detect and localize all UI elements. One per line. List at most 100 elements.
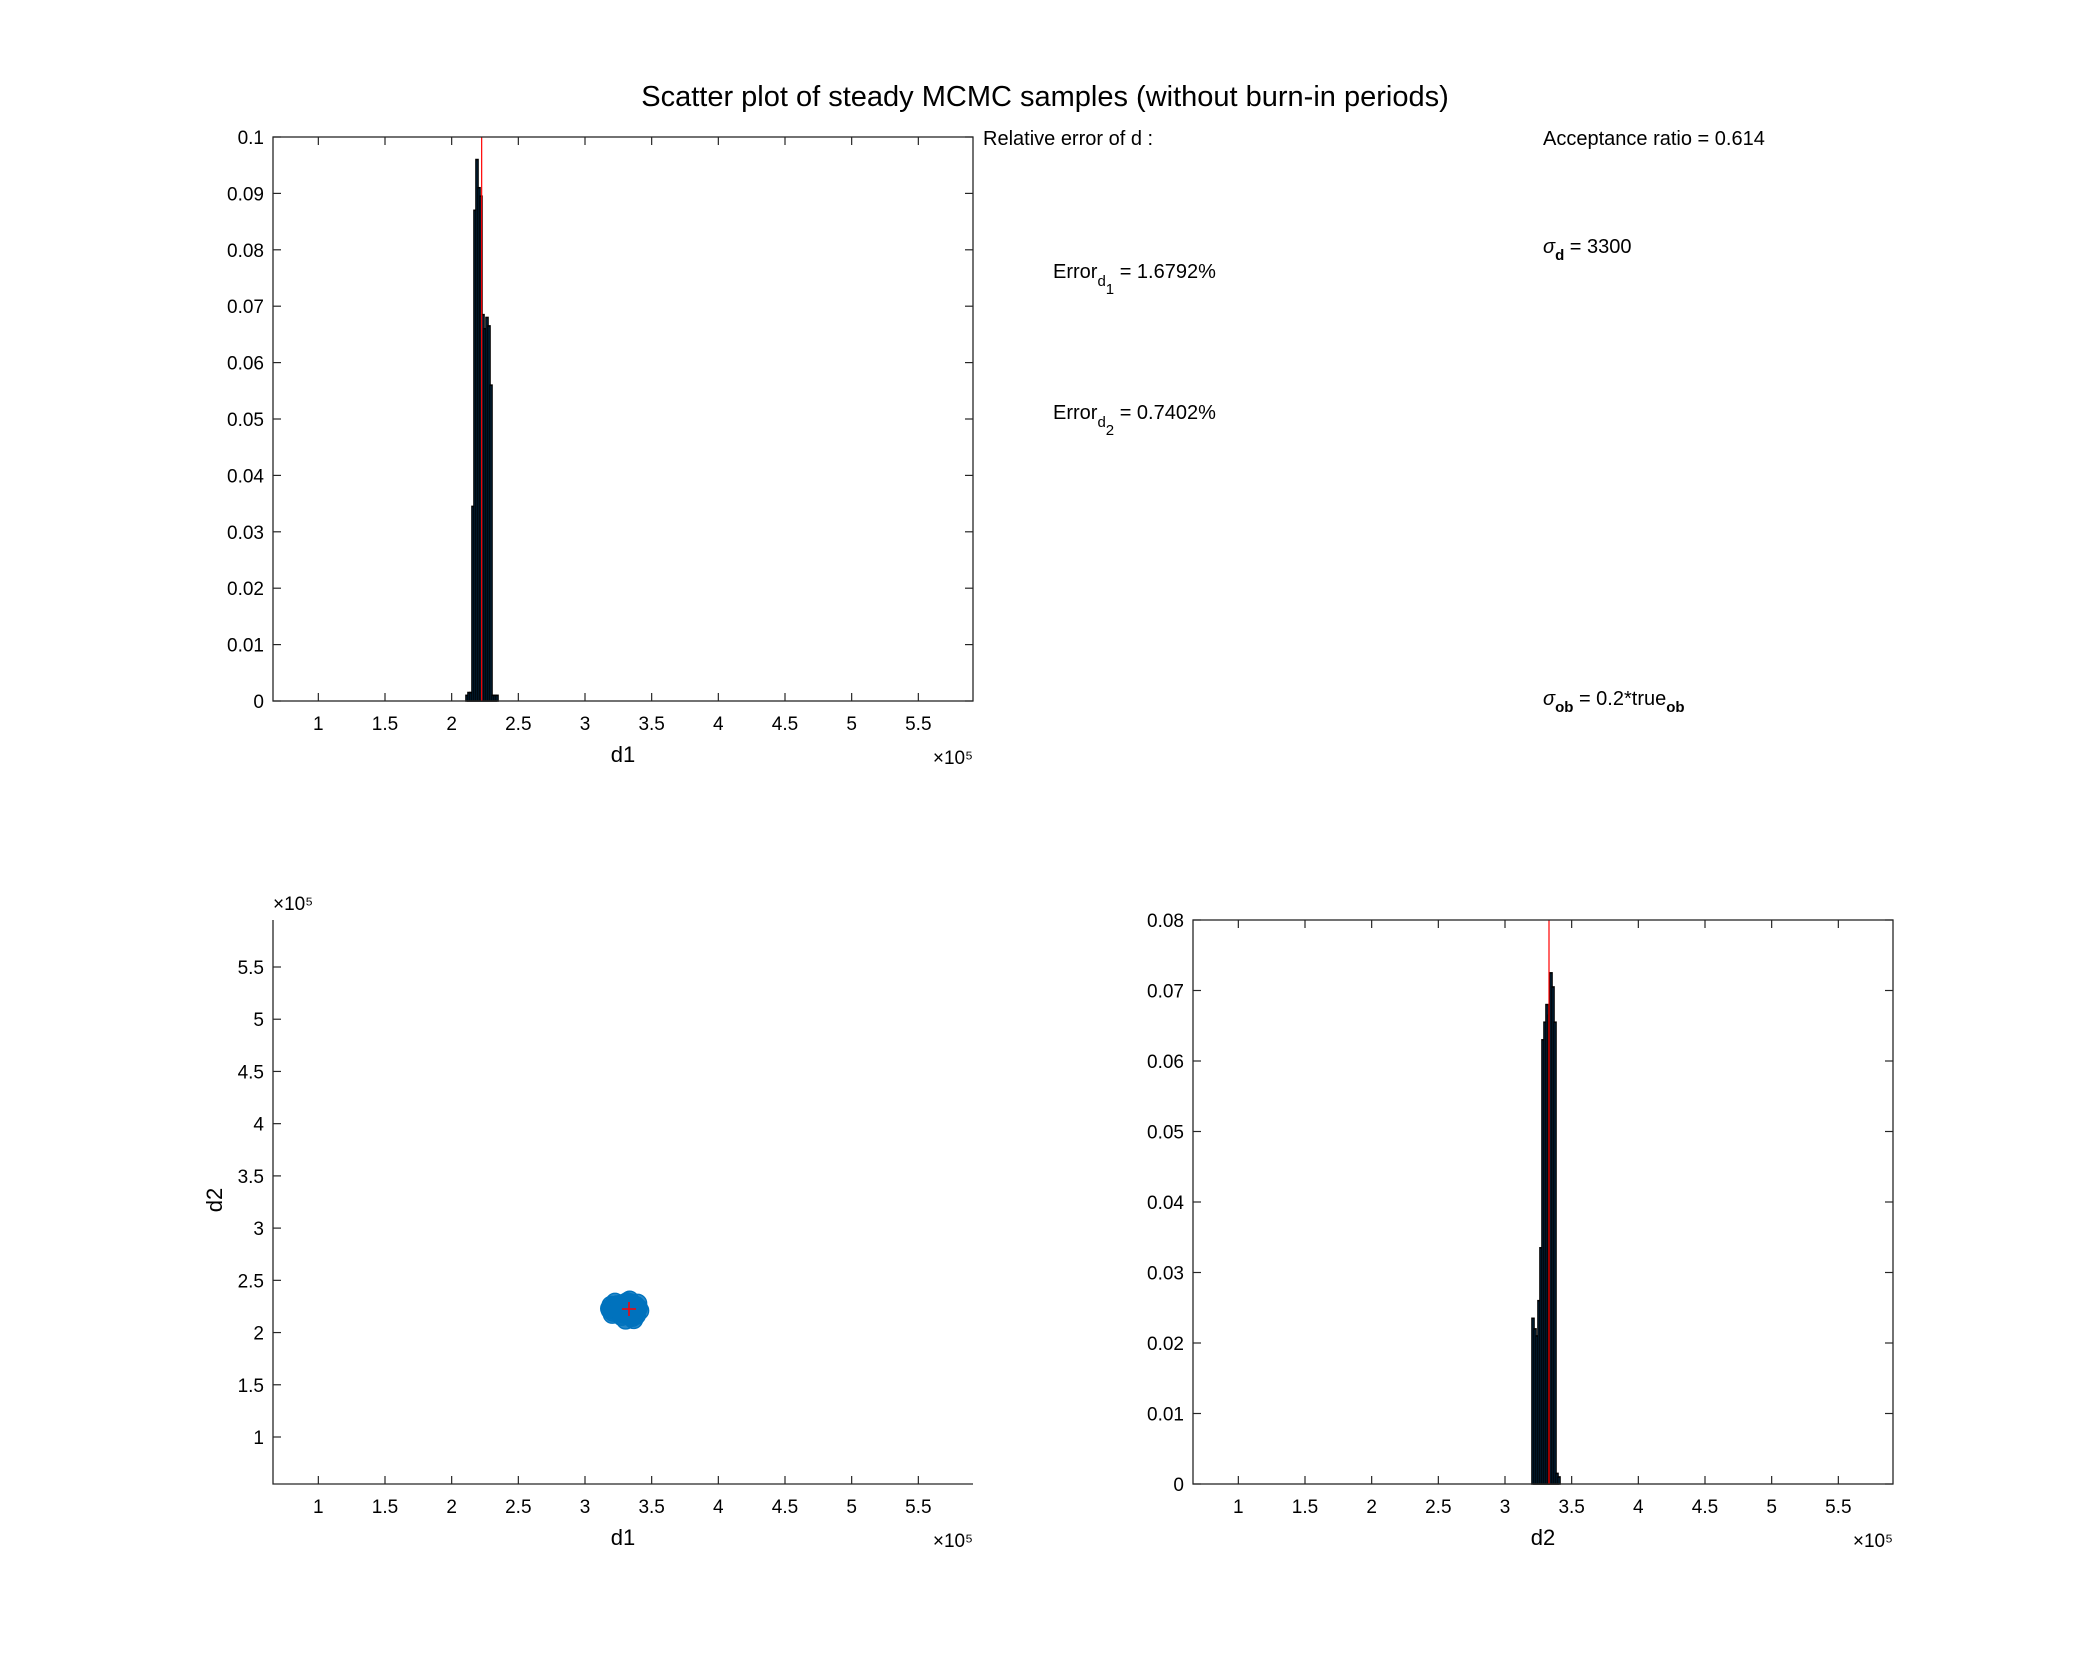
sigma-ob-symbol: σ (1543, 688, 1556, 710)
sigma-ob-sub: ob (1555, 699, 1573, 716)
scatter-true-point-marker (622, 1302, 636, 1317)
histogram-d2-xtick-label: 4.5 (1692, 1497, 1718, 1518)
scatter-point (621, 1302, 641, 1322)
histogram-d2-xtick-label: 2.5 (1425, 1497, 1451, 1518)
relative-error-heading: Relative error of d : (983, 128, 1153, 150)
histogram-d1-ytick-label: 0.03 (227, 523, 264, 544)
scatter-ytick-label: 1.5 (238, 1376, 264, 1397)
scatter-ytick-label: 1 (253, 1428, 264, 1449)
sigma-ob-sub2: ob (1666, 699, 1684, 716)
scatter-true-marker (622, 1302, 636, 1317)
histogram-d2-frame (1192, 919, 1894, 1485)
scatter-x-exponent: ×10⁵ (933, 1531, 973, 1552)
histogram-d1-xtick-label: 3 (580, 714, 591, 735)
histogram-d1-ytick-label: 0.02 (227, 579, 264, 600)
histogram-d1-xtick-label: 1 (313, 714, 324, 735)
histogram-d1-ytick-label: 0.01 (227, 636, 264, 657)
scatter-ytick-label: 2 (253, 1324, 264, 1345)
scatter-xlabel: d1 (611, 1525, 635, 1550)
scatter-xtick-label: 2.5 (505, 1497, 531, 1518)
histogram-d2-ytick-label: 0.01 (1147, 1405, 1184, 1426)
scatter-xtick-label: 3 (580, 1497, 591, 1518)
histogram-d1-ytick-label: 0.1 (238, 128, 264, 149)
histogram-d1-xtick-label: 2 (446, 714, 457, 735)
histogram-d1-ytick-label: 0.04 (227, 466, 264, 487)
histogram-d2-axes: 1 1.5 2 2.5 3 3.5 4 4.5 5 5.5 0 0.01 0.02 0.03 0.04 0.0… (1147, 911, 1894, 1552)
histogram-d2-xtick-label: 1.5 (1292, 1497, 1318, 1518)
scatter-xtick-label: 1 (313, 1497, 324, 1518)
histogram-d1-ytick-label: 0.05 (227, 410, 264, 431)
sigma-d-annotation: σd = 3300 (1543, 236, 1632, 264)
scatter-y-exponent: ×10⁵ (273, 894, 313, 915)
error-d2-sub: d (1097, 414, 1105, 431)
scatter-ytick-label: 4.5 (238, 1062, 264, 1083)
histogram-d2-bar (1557, 1476, 1561, 1485)
histogram-d2-ytick-label: 0.08 (1147, 911, 1184, 932)
error-d1-base: Error (1053, 261, 1098, 283)
histogram-d2-xtick-label: 1 (1233, 1497, 1244, 1518)
scatter-points (600, 1290, 650, 1330)
histogram-d2-xtick-label: 5.5 (1825, 1497, 1851, 1518)
histogram-d2-ytick-label: 0.07 (1147, 982, 1184, 1003)
scatter-ytick-label: 3.5 (238, 1167, 264, 1188)
histogram-d2-x-exponent: ×10⁵ (1853, 1531, 1893, 1552)
histogram-d1-ytick-label: 0 (253, 692, 264, 713)
histogram-d1-xtick-label: 2.5 (505, 714, 531, 735)
sigma-ob-value: = 0.2*true (1573, 688, 1666, 710)
error-d1-subsub: 1 (1106, 281, 1114, 298)
scatter-xtick-label: 5 (846, 1497, 857, 1518)
error-d1-annotation: Errord1 = 1.6792% (1053, 261, 1216, 298)
histogram-d2-ytick-label: 0.03 (1147, 1264, 1184, 1285)
figure-title: Scatter plot of steady MCMC samples (wit… (641, 81, 1448, 113)
scatter-xtick-label: 4 (713, 1497, 724, 1518)
histogram-d2-ytick-label: 0.06 (1147, 1052, 1184, 1073)
scatter-xtick-label: 4.5 (772, 1497, 798, 1518)
histogram-d1-bar (489, 384, 493, 702)
scatter-ytick-label: 3 (253, 1219, 264, 1240)
error-d2-value: = 0.7402% (1114, 402, 1216, 424)
scatter-ylabel: d2 (202, 1188, 227, 1212)
error-d1-value: = 1.6792% (1114, 261, 1216, 283)
histogram-d2-xtick-label: 4 (1633, 1497, 1644, 1518)
histogram-d1-xtick-label: 3.5 (638, 714, 664, 735)
scatter-xtick-label: 2 (446, 1497, 457, 1518)
acceptance-ratio: Acceptance ratio = 0.614 (1543, 128, 1765, 150)
error-d2-base: Error (1053, 402, 1098, 424)
histogram-d2-ytick-label: 0.02 (1147, 1334, 1184, 1355)
scatter-ticks: 1 1.5 2 2.5 3 3.5 4 4.5 5 5.5 1 1.5 2 2.5 3 3.5 4 4.5 5 5.5 (238, 958, 932, 1518)
histogram-d2-xtick-label: 3.5 (1558, 1497, 1584, 1518)
sigma-d-sub: d (1555, 247, 1564, 264)
scatter-xtick-label: 1.5 (372, 1497, 398, 1518)
histogram-d1-axes: 1 1.5 2 2.5 3 3.5 4 4.5 5 5.5 0 0.01 0.02 0.03 0.04 0.0… (227, 128, 974, 769)
histogram-d1-xtick-label: 5 (846, 714, 857, 735)
error-d2-subsub: 2 (1106, 422, 1114, 439)
scatter-d1-d2-axes: 1 1.5 2 2.5 3 3.5 4 4.5 5 5.5 1 1.5 2 2.5 3 3.5 4 4.5 5 5.5… (202, 894, 973, 1552)
histogram-d1-ytick-label: 0.09 (227, 184, 264, 205)
scatter-xtick-label: 3.5 (638, 1497, 664, 1518)
error-d2-annotation: Errord2 = 0.7402% (1053, 402, 1216, 439)
histogram-d1-xtick-label: 5.5 (905, 714, 931, 735)
histogram-d1-x-exponent: ×10⁵ (933, 748, 973, 769)
scatter-ytick-label: 5.5 (238, 958, 264, 979)
histogram-d2-xtick-label: 5 (1766, 1497, 1777, 1518)
histogram-d1-ytick-label: 0.06 (227, 354, 264, 375)
scatter-axis-lines (272, 920, 973, 1485)
sigma-ob-annotation: σob = 0.2*trueob (1543, 688, 1685, 716)
histogram-d1-ytick-label: 0.08 (227, 241, 264, 262)
scatter-ytick-label: 4 (253, 1115, 264, 1136)
scatter-ytick-label: 5 (253, 1010, 264, 1031)
histogram-d2-ytick-label: 0.04 (1147, 1193, 1184, 1214)
histogram-d1-xlabel: d1 (611, 742, 635, 767)
sigma-d-value: = 3300 (1564, 236, 1631, 258)
histogram-d2-xtick-label: 3 (1500, 1497, 1511, 1518)
histogram-d1-ytick-label: 0.07 (227, 297, 264, 318)
scatter-xtick-label: 5.5 (905, 1497, 931, 1518)
scatter-ytick-label: 2.5 (238, 1271, 264, 1292)
histogram-d2-ytick-label: 0 (1173, 1475, 1184, 1496)
histogram-d2-xtick-label: 2 (1366, 1497, 1377, 1518)
histogram-d2-bar (1553, 1021, 1557, 1485)
histogram-d1-xtick-label: 1.5 (372, 714, 398, 735)
histogram-d2-ytick-label: 0.05 (1147, 1123, 1184, 1144)
histogram-d1-frame (272, 136, 974, 702)
